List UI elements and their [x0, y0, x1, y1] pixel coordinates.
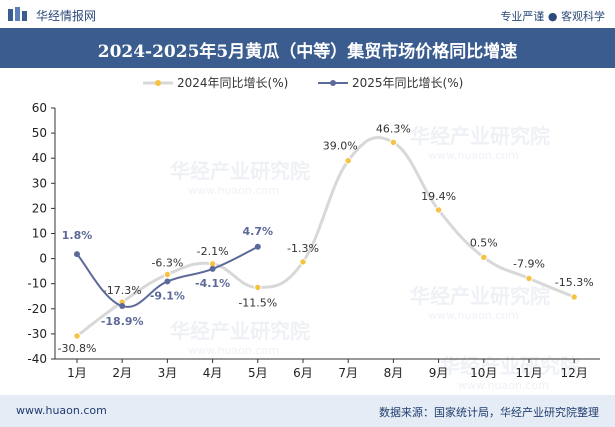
watermark-text: 华经产业研究院 — [410, 284, 550, 308]
series-2024-label: -6.3% — [151, 256, 183, 269]
y-tick-label: 30 — [32, 176, 47, 190]
series-2025-point — [164, 278, 171, 285]
series-2024-point — [73, 332, 81, 340]
series-2024-label: -15.3% — [555, 276, 594, 289]
huajing-logo-icon — [8, 7, 27, 21]
watermark-url: www.huaon.com — [188, 184, 279, 197]
footer-url: www.huaon.com — [16, 404, 107, 417]
x-tick-label: 11月 — [515, 366, 542, 380]
series-2024-point — [254, 283, 262, 292]
series-2024-label: -30.8% — [58, 342, 97, 355]
watermark-url: www.huaon.com — [188, 344, 279, 357]
line-chart: 华经产业研究院www.huaon.com华经产业研究院www.huaon.com… — [27, 76, 600, 392]
series-2024-label: -2.1% — [197, 245, 229, 258]
legend: 2024年同比增长(%) 2025年同比增长(%) — [143, 76, 463, 90]
watermark-url: www.huaon.com — [428, 309, 519, 322]
series-2024-point — [570, 293, 578, 301]
y-tick-label: 0 — [39, 252, 47, 266]
series-2024-point — [525, 274, 533, 283]
y-tick-label: 10 — [32, 227, 47, 241]
series-2025-label: -9.1% — [150, 289, 185, 302]
watermark-url: www.huaon.com — [458, 379, 549, 392]
series-2024-label: 0.5% — [470, 236, 498, 249]
x-tick-label: 5月 — [248, 366, 268, 380]
series-2024-label: 19.4% — [421, 190, 456, 203]
x-tick-label: 1月 — [67, 366, 87, 380]
watermark-text: 华经产业研究院 — [410, 124, 550, 148]
y-tick-label: -20 — [27, 302, 47, 316]
axes: 60 50 40 30 20 10 0 -10 -20 -30 -40 1月 2月 3月 4月 5月 6月 7月 8… — [27, 101, 600, 380]
watermark-text: 华经产业研究院 — [440, 354, 580, 378]
series-2024-point — [434, 206, 443, 214]
series-2025-label: 1.8% — [62, 229, 93, 242]
y-tick-label: 50 — [32, 126, 47, 140]
series-2024-label: 39.0% — [323, 140, 358, 153]
series-2025-point — [254, 243, 261, 250]
top-bar: 华经情报网 专业严谨 ● 客观科学 — [0, 0, 615, 28]
series-2024-point — [163, 270, 172, 279]
x-tick-label: 10月 — [470, 366, 497, 380]
title-bar: 2024-2025年5月黄瓜（中等）集贸市场价格同比增速 — [0, 28, 615, 68]
y-tick-label: 40 — [32, 151, 47, 165]
y-tick-label: 60 — [32, 101, 47, 115]
y-tick-label: 20 — [32, 201, 47, 215]
y-tick-label: -40 — [27, 352, 47, 366]
legend-2025-marker — [330, 80, 336, 86]
chart-title: 2024-2025年5月黄瓜（中等）集贸市场价格同比增速 — [97, 42, 518, 62]
series-2025: 1.8% -18.9% -9.1% -4.1% 4.7% — [62, 225, 273, 328]
series-2025-label: -4.1% — [195, 277, 230, 290]
x-tick-label: 3月 — [158, 366, 178, 380]
legend-2024-marker — [155, 80, 161, 86]
x-tick-label: 9月 — [429, 366, 449, 380]
watermarks: 华经产业研究院www.huaon.com华经产业研究院www.huaon.com… — [170, 124, 580, 392]
series-2025-point — [209, 265, 216, 272]
series-2024: -30.8% -17.3% -6.3% -2.1% -11.5% -1.3% 39.0% 46… — [58, 122, 594, 355]
series-2024-label: -17.3% — [103, 284, 142, 297]
series-2024-label: 46.3% — [376, 122, 411, 135]
x-tick-label: 7月 — [338, 366, 358, 380]
footer: www.huaon.com 数据来源：国家统计局，华经产业研究院整理 — [0, 395, 615, 427]
site-name: 华经情报网 — [36, 9, 97, 23]
series-2024-point — [299, 258, 307, 266]
watermark-text: 华经产业研究院 — [170, 159, 310, 183]
series-2024-label: -1.3% — [287, 242, 319, 255]
legend-2024-label: 2024年同比增长(%) — [177, 76, 288, 90]
x-tick-label: 4月 — [203, 366, 223, 380]
x-tick-label: 12月 — [561, 366, 588, 380]
series-2025-label: 4.7% — [243, 225, 274, 238]
x-tick-label: 8月 — [384, 366, 404, 380]
series-2024-label: -11.5% — [238, 296, 277, 309]
legend-2025-label: 2025年同比增长(%) — [352, 76, 463, 90]
series-2024-point — [344, 157, 352, 165]
tagline: 专业严谨 ● 客观科学 — [500, 10, 605, 23]
series-2024-point — [389, 138, 398, 147]
x-tick-label: 6月 — [293, 366, 313, 380]
y-tick-label: -30 — [27, 327, 47, 341]
series-2024-point — [480, 253, 488, 262]
y-tick-label: -10 — [27, 277, 47, 291]
series-2024-label: -7.9% — [513, 257, 545, 270]
watermark-url: www.huaon.com — [428, 149, 519, 162]
watermark-text: 华经产业研究院 — [170, 319, 310, 343]
series-2025-point — [74, 251, 80, 258]
series-2025-point — [119, 303, 126, 310]
footer-source: 数据来源：国家统计局，华经产业研究院整理 — [379, 406, 599, 419]
series-2025-label: -18.9% — [101, 315, 144, 328]
x-tick-label: 2月 — [112, 366, 132, 380]
